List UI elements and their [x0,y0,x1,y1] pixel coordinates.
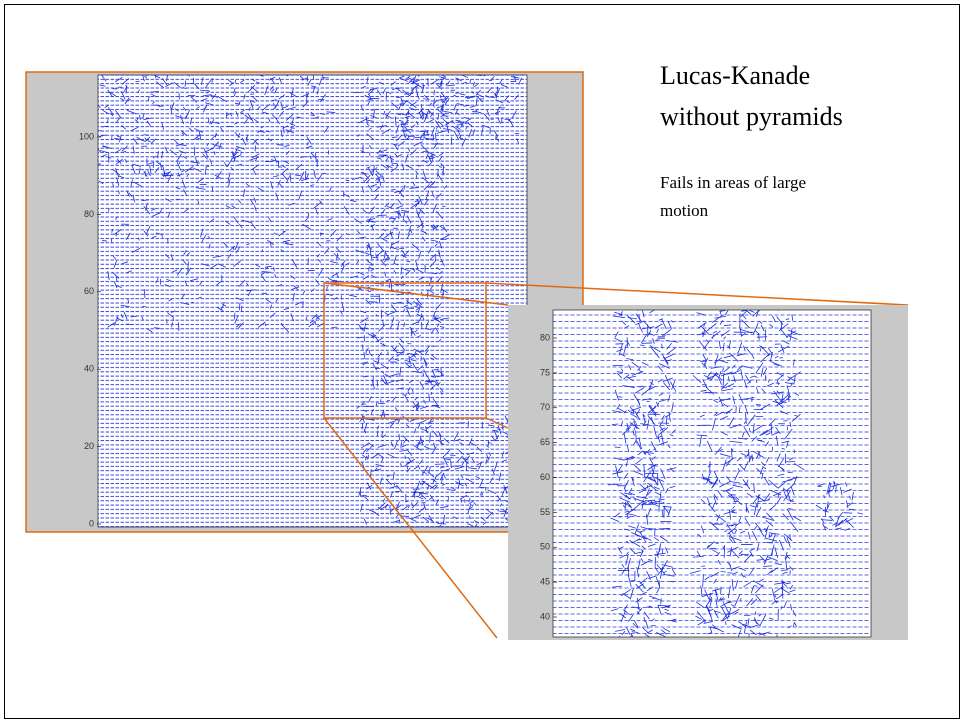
flow-stroke [394,284,403,285]
flow-stroke [366,351,367,354]
y-tick-label: 70 [540,402,550,412]
flow-stroke [188,261,189,271]
y-tick-label: 50 [540,542,550,552]
y-tick-label: 60 [84,286,94,296]
y-tick-label: 80 [84,209,94,219]
flow-stroke [721,571,726,572]
y-tick-label: 75 [540,367,550,377]
flow-stroke [363,376,367,377]
flow-stroke [451,137,452,145]
y-tick-label: 65 [540,437,550,447]
inset-figure: 40 45 50 55 60 65 70 75 80 [508,303,908,645]
flow-stroke [403,139,410,140]
flow-stroke [443,166,444,175]
flow-stroke [308,258,309,265]
flow-stroke [496,135,497,139]
flow-stroke [620,478,621,481]
flow-stroke [794,449,795,453]
note-line: motion [660,201,709,220]
y-tick-label: 20 [84,441,94,451]
flow-stroke [628,567,629,576]
note-line: Fails in areas of large [660,173,806,192]
flow-stroke [756,405,761,406]
main-vector-field [98,75,527,527]
flow-stroke [227,126,232,127]
flow-stroke [659,528,670,529]
flow-stroke [395,491,401,492]
flow-stroke [705,392,717,393]
y-tick-label: 80 [540,332,550,342]
title-line: without pyramids [660,102,843,131]
main-figure: 0 20 40 60 80 100 [26,66,583,532]
y-tick-label: 60 [540,472,550,482]
flow-stroke [239,303,240,311]
flow-stroke [640,345,644,346]
flow-stroke [759,333,760,340]
y-tick-label: 55 [540,507,550,517]
flow-stroke [618,397,622,398]
y-tick-label: 40 [540,611,550,621]
y-tick-label: 45 [540,577,550,587]
flow-stroke [738,352,739,356]
y-tick-label: 100 [79,131,94,141]
title-line: Lucas-Kanade [660,61,810,90]
flow-stroke [210,121,211,124]
inset-vector-field [553,310,871,637]
flow-stroke [274,267,275,271]
flow-stroke [327,287,328,291]
flow-stroke [416,175,417,179]
flow-stroke [401,442,402,449]
flow-stroke [308,270,315,271]
slide: Lucas-Kanade without pyramids Fails in a… [0,0,964,723]
flow-stroke [435,255,436,261]
y-tick-label: 40 [84,364,94,374]
y-tick-label: 0 [89,518,94,528]
flow-stroke [723,375,724,386]
